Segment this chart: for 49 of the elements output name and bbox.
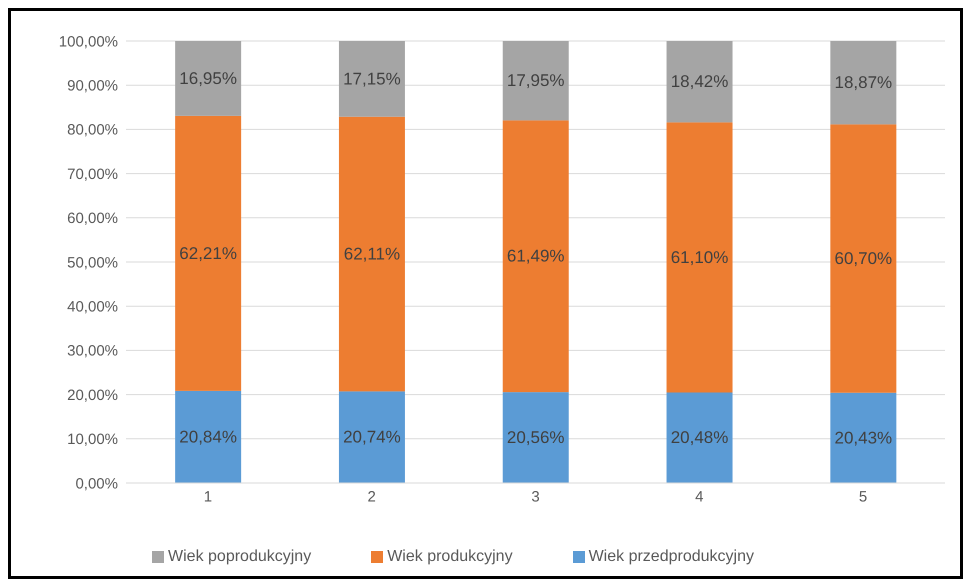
x-tick-label: 4 <box>695 488 704 506</box>
data-label: 60,70% <box>834 249 892 268</box>
data-label: 62,21% <box>179 244 237 263</box>
y-tick-label: 60,00% <box>67 210 118 228</box>
bar <box>502 392 569 483</box>
data-label: 62,11% <box>344 244 400 264</box>
bar <box>666 41 733 122</box>
bar <box>175 41 242 116</box>
data-label: 20,84% <box>179 427 237 446</box>
x-tick-label: 5 <box>858 488 868 506</box>
y-tick-label: 90,00% <box>67 78 118 95</box>
bar <box>175 116 242 391</box>
y-tick-label: 0,00% <box>75 475 118 492</box>
bar <box>175 390 242 483</box>
data-label: 61,49% <box>506 246 565 266</box>
bar <box>338 116 405 392</box>
bar <box>502 41 569 120</box>
y-tick-label: 40,00% <box>67 298 118 316</box>
x-tick-label: 1 <box>204 488 212 506</box>
data-label: 18,87% <box>834 73 892 92</box>
bar <box>338 41 405 117</box>
data-label: 20,74% <box>343 428 401 447</box>
bar <box>830 392 896 483</box>
y-tick-label: 50,00% <box>67 254 118 272</box>
y-tick-label: 80,00% <box>67 122 118 139</box>
y-tick-label: 70,00% <box>67 166 118 183</box>
bar <box>338 391 405 483</box>
data-label: 17,95% <box>506 71 565 90</box>
y-tick-label: 20,00% <box>67 386 118 404</box>
x-tick-label: 3 <box>531 488 540 506</box>
bar <box>666 392 733 483</box>
bar <box>830 41 896 124</box>
legend-label: Wiek przedprodukcyjny <box>588 548 754 565</box>
bar <box>666 122 733 392</box>
x-tick-label: 2 <box>368 488 376 506</box>
data-label: 17,15% <box>343 69 401 88</box>
y-tick-label: 100,00% <box>58 33 118 50</box>
data-label: 61,10% <box>670 248 728 267</box>
y-tick-label: 10,00% <box>67 431 118 448</box>
bar <box>502 120 569 392</box>
data-label: 18,42% <box>670 72 728 92</box>
legend-label: Wiek produkcyjny <box>387 548 513 565</box>
bar <box>830 124 896 393</box>
data-label: 20,43% <box>834 428 892 448</box>
data-label: 20,56% <box>506 428 565 448</box>
data-label: 20,48% <box>670 428 728 448</box>
legend-label: Wiek poprodukcyjny <box>168 548 312 565</box>
data-label: 16,95% <box>179 68 237 88</box>
y-tick-label: 30,00% <box>67 342 118 360</box>
